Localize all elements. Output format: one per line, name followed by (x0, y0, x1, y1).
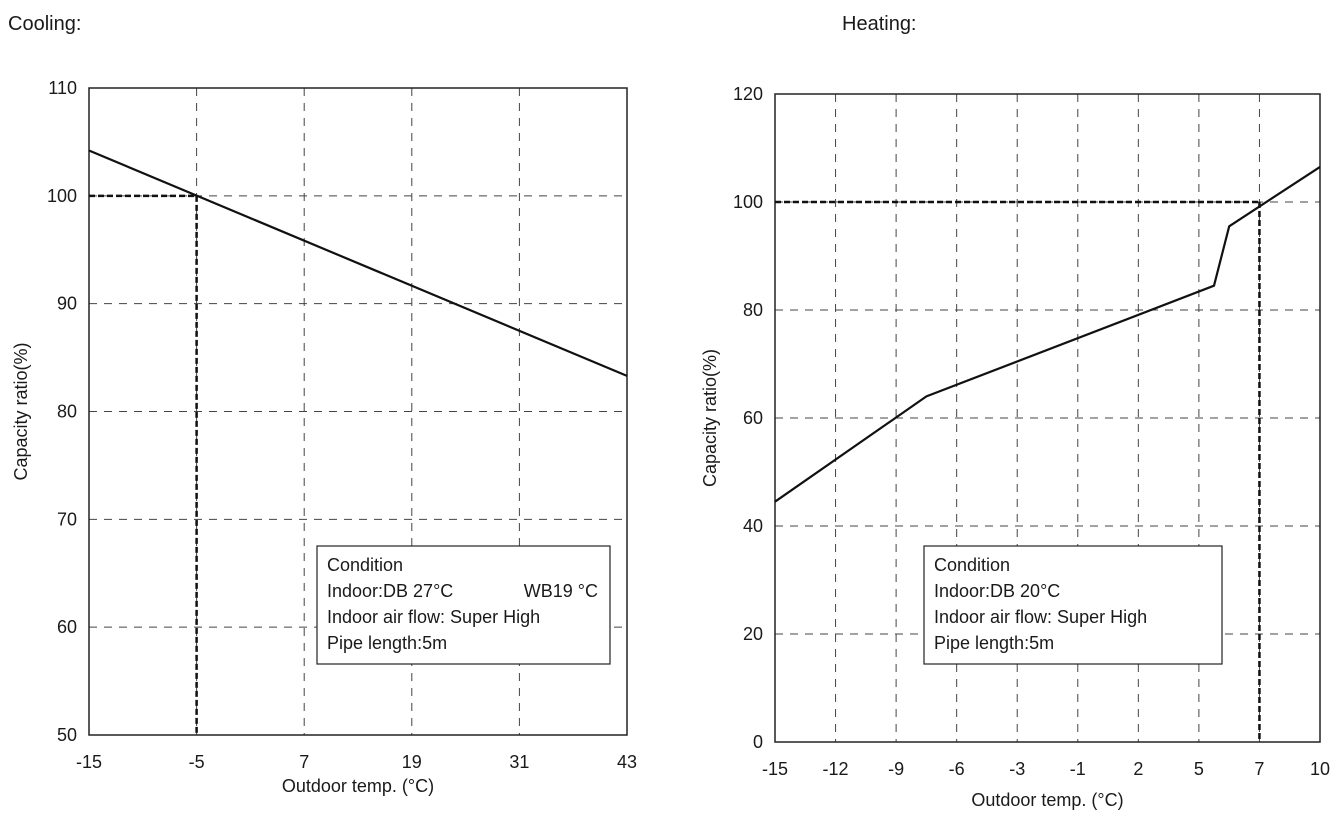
y-axis-label: Capacity ratio(%) (11, 342, 31, 480)
cooling-chart: -15 -5 7 19 31 43 50 60 70 80 90 100 110 Outdoor temp… (11, 78, 637, 796)
x-tick-label: 5 (1194, 759, 1204, 779)
x-tick-label: 10 (1310, 759, 1330, 779)
y-tick-label: 100 (733, 192, 763, 212)
y-tick-label: 100 (47, 186, 77, 206)
x-tick-label: 7 (1254, 759, 1264, 779)
x-tick-label: 43 (617, 752, 637, 772)
y-tick-label: 70 (57, 509, 77, 529)
x-tick-label: 7 (299, 752, 309, 772)
x-axis-label: Outdoor temp. (°C) (971, 790, 1123, 810)
x-tick-label: -15 (76, 752, 102, 772)
heating-chart: -15 -12 -9 -6 -3 -1 2 5 7 10020406080100120Outdoo… (700, 84, 1330, 810)
condition-heading: Condition (327, 555, 403, 575)
y-axis-label: Capacity ratio(%) (700, 349, 720, 487)
x-tick-label: -15 (762, 759, 788, 779)
y-tick-label: 80 (743, 300, 763, 320)
y-tick-label: 60 (57, 617, 77, 637)
condition-box (316, 545, 611, 665)
condition-airflow: Indoor air flow: Super High (327, 607, 540, 627)
x-tick-label: 19 (402, 752, 422, 772)
y-tick-label: 40 (743, 516, 763, 536)
y-tick-label: 0 (753, 732, 763, 752)
x-tick-label: -5 (189, 752, 205, 772)
x-tick-label: 2 (1133, 759, 1143, 779)
y-tick-label: 50 (57, 725, 77, 745)
condition-indoor: Indoor:DB 27°C (327, 581, 453, 601)
condition-pipe-length: Pipe length:5m (934, 633, 1054, 653)
y-tick-label: 120 (733, 84, 763, 104)
capacity-curve (774, 165, 1321, 503)
condition-indoor: Indoor:DB 20°C (934, 581, 1060, 601)
x-axis-label: Outdoor temp. (°C) (282, 776, 434, 796)
y-tick-label: 110 (48, 78, 77, 98)
y-tick-label: 60 (743, 408, 763, 428)
plot-frame (774, 93, 1321, 743)
x-tick-label: 31 (509, 752, 529, 772)
condition-heading: Condition (934, 555, 1010, 575)
x-tick-label: -3 (1009, 759, 1025, 779)
condition-box (923, 545, 1223, 665)
y-tick-label: 90 (57, 294, 77, 314)
condition-airflow: Indoor air flow: Super High (934, 607, 1147, 627)
x-tick-label: -12 (823, 759, 849, 779)
capacity-curve (88, 149, 628, 377)
x-tick-label: -9 (888, 759, 904, 779)
heating-chart-title: Heating: (842, 13, 917, 35)
cooling-chart-title: Cooling: (8, 13, 82, 35)
condition-indoor-wb: WB19 °C (524, 581, 598, 601)
plot-frame (88, 87, 628, 736)
x-tick-label: -1 (1070, 759, 1086, 779)
x-tick-label: -6 (949, 759, 965, 779)
y-tick-label: 20 (743, 624, 763, 644)
condition-pipe-length: Pipe length:5m (327, 633, 447, 653)
y-tick-label: 80 (57, 402, 77, 422)
